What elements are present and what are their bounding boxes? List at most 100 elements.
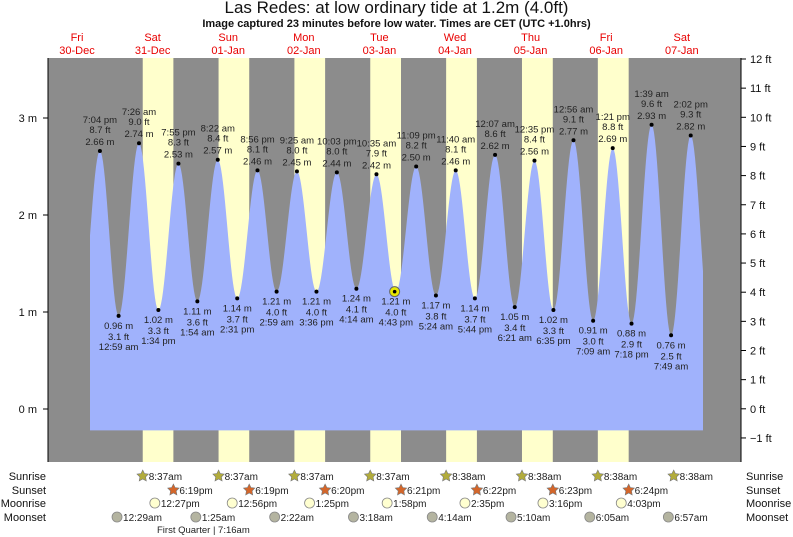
tide-meters: 2.53 m <box>164 150 193 161</box>
low-tide-label: 0.91 m3.0 ft7:09 am <box>576 326 610 358</box>
y-right-tick-label: 12 ft <box>750 54 771 66</box>
tide-meters: 2.50 m <box>402 153 431 164</box>
tide-time: 3:36 pm <box>299 318 333 329</box>
day-weekday-label: Thu <box>521 32 540 44</box>
tide-meters: 1.21 m <box>302 297 331 308</box>
tide-feet: 9.3 ft <box>680 109 701 120</box>
high-tide-point <box>571 138 576 143</box>
low-tide-label: 1.17 m3.8 ft5:24 am <box>419 301 453 333</box>
moonrise-moon-icon <box>381 497 393 509</box>
tide-meters: 1.02 m <box>144 315 173 326</box>
moonset-moon-icon <box>269 511 281 523</box>
tide-meters: 1.17 m <box>421 301 450 312</box>
moonset-moon-icon <box>584 511 596 523</box>
tide-time: 7:26 am <box>122 107 156 118</box>
low-tide-point <box>591 318 596 323</box>
low-tide-point <box>629 321 634 326</box>
low-tide-label: 0.76 m2.5 ft7:49 am <box>654 340 688 372</box>
low-tide-point <box>472 296 477 301</box>
tide-time: 7:49 am <box>654 361 688 372</box>
tide-time: 8:56 pm <box>240 134 274 145</box>
low-tide-point <box>274 289 279 294</box>
high-tide-label: 7:26 am9.0 ft2.74 m <box>122 107 156 140</box>
day-weekday-label: Sun <box>218 32 238 44</box>
tide-time: 7:04 pm <box>83 115 117 126</box>
tide-time: 2:02 pm <box>674 99 708 110</box>
tide-meters: 2.66 m <box>85 137 114 148</box>
chart-title: Las Redes: at low ordinary tide at 1.2m … <box>224 0 569 17</box>
y-right-tick-label: 11 ft <box>750 83 771 95</box>
tide-feet: 8.6 ft <box>485 129 506 140</box>
tide-feet: 2.9 ft <box>621 340 642 351</box>
tide-time: 2:31 pm <box>220 324 254 335</box>
high-tide-point <box>215 157 220 162</box>
sunrise-row-label-right: Sunrise <box>746 471 783 483</box>
y-right-tick-label: 0 ft <box>750 404 765 416</box>
low-tide-point <box>156 308 161 313</box>
day-date-label: 01-Jan <box>211 45 245 57</box>
tide-feet: 9.0 ft <box>128 117 149 128</box>
high-tide-label: 12:56 am9.1 ft2.77 m <box>554 104 594 137</box>
tide-feet: 3.3 ft <box>543 326 564 337</box>
high-tide-point <box>294 169 299 174</box>
tide-time: 9:25 am <box>280 135 314 146</box>
high-tide-label: 12:35 pm8.4 ft2.56 m <box>515 125 555 158</box>
high-tide-point <box>136 141 141 146</box>
tide-feet: 8.7 ft <box>89 125 110 136</box>
tide-meters: 1.14 m <box>460 303 489 314</box>
sunset-time: 6:22pm <box>483 486 516 497</box>
day-weekday-label: Wed <box>444 32 466 44</box>
tide-meters: 1.05 m <box>500 312 529 323</box>
day-weekday-label: Sat <box>674 32 691 44</box>
tide-time: 10:35 am <box>357 138 397 149</box>
tide-meters: 1.11 m <box>183 306 211 317</box>
tide-feet: 8.1 ft <box>247 144 268 155</box>
tide-feet: 9.1 ft <box>563 114 584 125</box>
tide-feet: 3.7 ft <box>227 314 248 325</box>
y-right-tick-label: −1 ft <box>750 433 772 445</box>
tide-feet: 8.3 ft <box>168 138 189 149</box>
sunset-row-label: Sunset <box>12 485 46 497</box>
tide-meters: 2.74 m <box>124 129 153 140</box>
low-tide-label: 0.88 m2.9 ft7:18 pm <box>614 329 648 361</box>
tide-time: 11:40 am <box>436 134 475 145</box>
low-tide-label: 1.11 m3.6 ft1:54 am <box>180 306 214 338</box>
moonset-moon-icon <box>190 511 202 523</box>
tide-meters: 2.77 m <box>559 126 588 137</box>
moonset-moon-icon <box>426 511 438 523</box>
low-tide-label: 1.14 m3.7 ft5:44 pm <box>458 303 492 335</box>
high-tide-point <box>493 152 498 157</box>
tide-feet: 3.7 ft <box>464 314 485 325</box>
y-left-tick-label: 3 m <box>19 113 37 125</box>
y-right-tick-label: 5 ft <box>750 258 765 270</box>
y-right-tick-label: 6 ft <box>750 229 765 241</box>
moonset-time: 6:05am <box>596 513 629 524</box>
tide-meters: 2.42 m <box>362 160 391 171</box>
tide-time: 1:39 am <box>634 89 668 100</box>
low-tide-label: 1.21 m4.0 ft4:43 pm <box>379 297 413 329</box>
tide-meters: 2.57 m <box>203 146 232 157</box>
tide-meters: 0.76 m <box>657 340 686 351</box>
sunrise-time: 8:37am <box>300 472 333 483</box>
tide-feet: 4.0 ft <box>385 308 406 319</box>
chart-subtitle: Image captured 23 minutes before low wat… <box>202 18 591 30</box>
tide-feet: 3.8 ft <box>425 312 446 323</box>
moonset-moon-icon <box>505 511 517 523</box>
tide-feet: 3.3 ft <box>148 326 169 337</box>
y-right-tick-label: 10 ft <box>750 112 771 124</box>
day-date-label: 02-Jan <box>287 45 321 57</box>
sunset-time: 6:19pm <box>255 486 288 497</box>
day-weekday-label: Sat <box>144 32 161 44</box>
low-tide-label: 1.02 m3.3 ft1:34 pm <box>141 315 175 347</box>
tide-time: 8:22 am <box>201 124 235 135</box>
low-tide-point <box>669 333 674 338</box>
y-right-tick-label: 3 ft <box>750 316 765 328</box>
tide-meters: 2.45 m <box>282 157 311 168</box>
day-date-label: 03-Jan <box>363 45 397 57</box>
sunset-star-icon <box>394 483 408 496</box>
moonrise-moon-icon <box>615 497 627 509</box>
moonset-moon-icon <box>348 511 359 523</box>
tide-time: 12:07 am <box>475 119 515 130</box>
sunrise-star-icon <box>288 469 301 482</box>
day-date-label: 07-Jan <box>665 45 699 57</box>
